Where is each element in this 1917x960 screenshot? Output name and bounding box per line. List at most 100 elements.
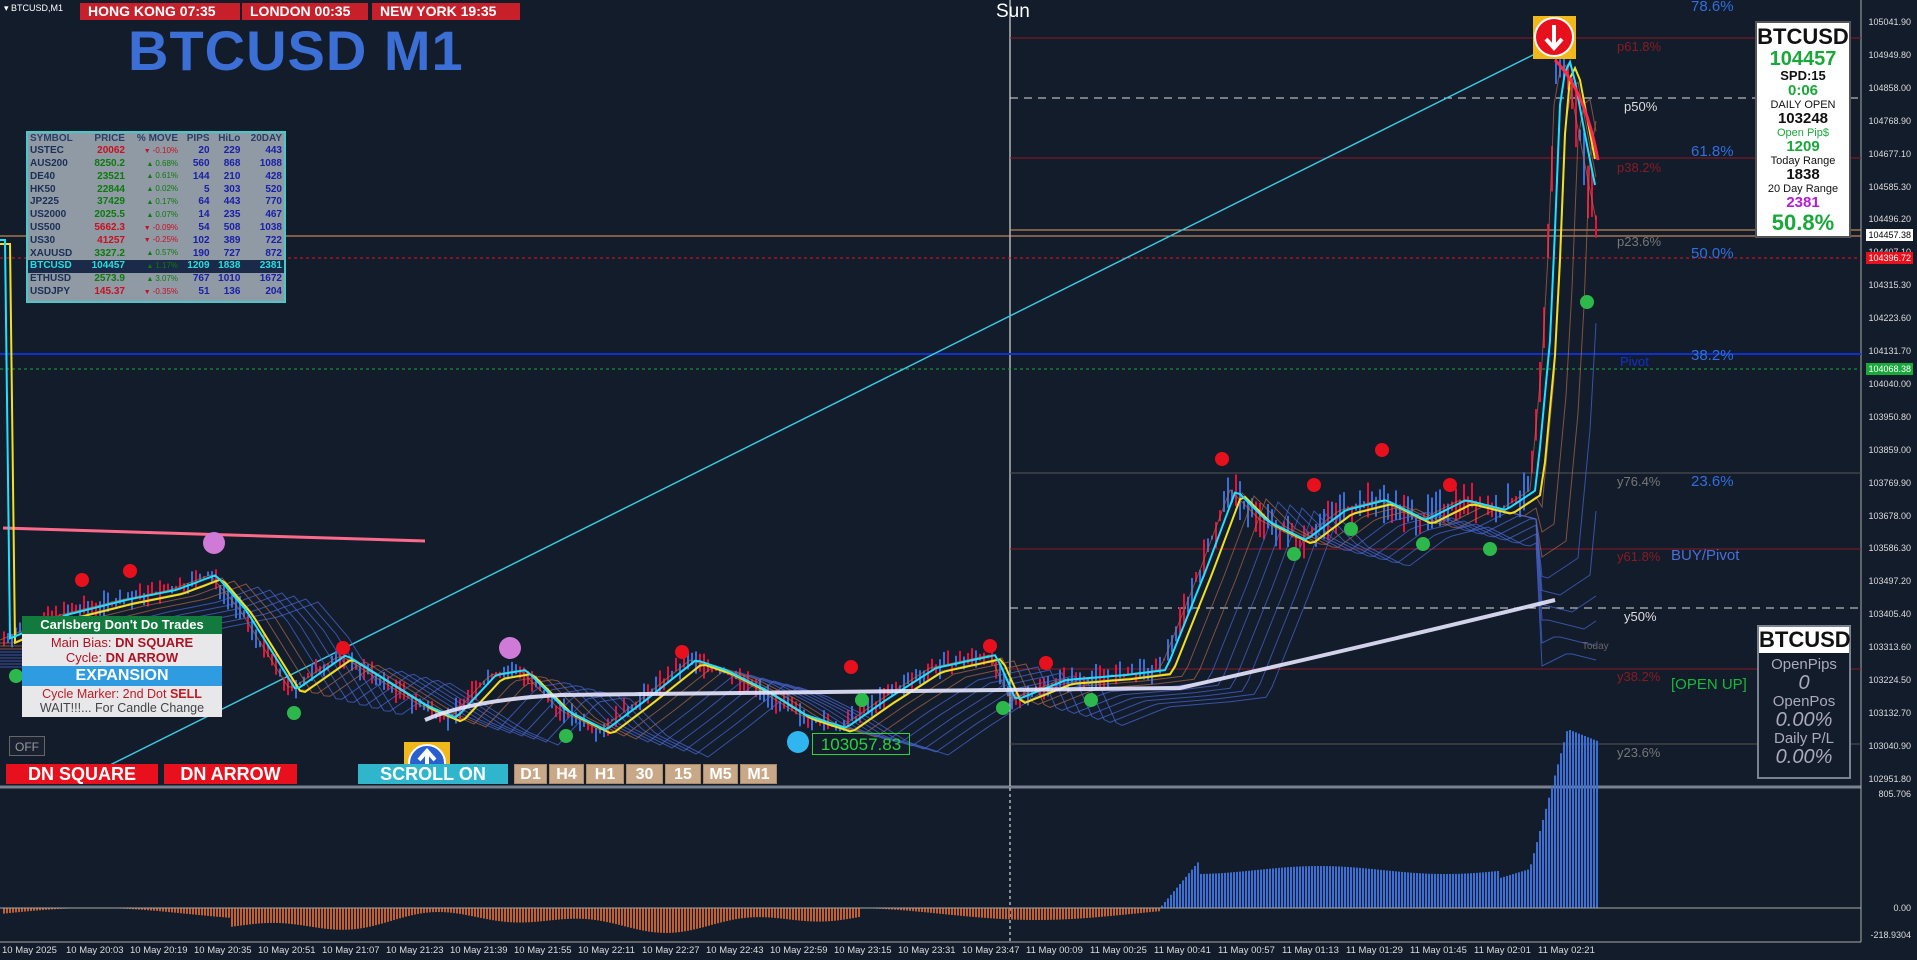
carlsberg-panel: Carlsberg Don't Do Trades Main Bias: DN … bbox=[22, 616, 222, 717]
market-cell-price: 23521 bbox=[97, 170, 125, 182]
fib-236-label: 23.6% bbox=[1691, 473, 1734, 490]
market-cell-move: ▼ -0.35% bbox=[127, 286, 180, 299]
buy-dot bbox=[996, 701, 1010, 715]
market-cell-move: ▲ 0.57% bbox=[127, 247, 180, 260]
market-row[interactable]: ETHUSD 2573.9 ▲ 3.07% 767 1010 1672 bbox=[28, 273, 284, 286]
market-cell-hilo: 508 bbox=[223, 222, 241, 234]
market-cell-symbol: US30 bbox=[30, 234, 56, 246]
ma-ribbon-line bbox=[0, 513, 1597, 755]
x-axis-label: 10 May 22:11 bbox=[578, 945, 635, 956]
daily-open-value: 103248 bbox=[1777, 110, 1829, 127]
buy-dot bbox=[1344, 522, 1358, 536]
open-pips-value-2: 0 bbox=[1798, 672, 1810, 694]
p236-label: p23.6% bbox=[1617, 234, 1662, 249]
x-axis-label: 10 May 23:47 bbox=[962, 945, 1020, 956]
market-cell-hilo: 389 bbox=[223, 234, 241, 246]
x-axis-label: 10 May 20:51 bbox=[258, 945, 316, 956]
y236-label: y23.6% bbox=[1617, 745, 1661, 760]
timeframe-button-m5[interactable]: M5 bbox=[703, 764, 738, 784]
daily-pl-value: 0.00% bbox=[1775, 746, 1833, 768]
x-axis-label: 11 May 00:25 bbox=[1090, 945, 1147, 956]
market-row[interactable]: USTEC 20062 ▼ -0.10% 20 229 443 bbox=[28, 145, 284, 158]
market-cell-price: 2025.5 bbox=[94, 209, 125, 221]
timeframe-button-m1[interactable]: M1 bbox=[740, 764, 777, 784]
market-cell-price: 145.37 bbox=[94, 286, 125, 298]
timeframe-button-h4[interactable]: H4 bbox=[549, 764, 584, 784]
y-axis-label: 103040.90 bbox=[1868, 740, 1911, 751]
market-row[interactable]: HK50 22844 ▲ 0.02% 5 303 520 bbox=[28, 183, 284, 196]
x-axis-label: 10 May 22:43 bbox=[706, 945, 764, 956]
market-cell-d20: 1038 bbox=[259, 222, 282, 234]
osc-axis-top: 805.706 bbox=[1878, 789, 1911, 799]
timeframe-button-h1[interactable]: H1 bbox=[586, 764, 624, 784]
market-cell-d20: 1088 bbox=[259, 158, 282, 170]
scroll-on-button[interactable]: SCROLL ON bbox=[358, 764, 508, 784]
market-cell-price: 3327.2 bbox=[94, 247, 125, 259]
market-cell-symbol: USTEC bbox=[30, 145, 64, 157]
market-cell-price: 104457 bbox=[83, 259, 127, 273]
market-cell-pips: 14 bbox=[198, 209, 210, 221]
x-axis-label: 10 May 20:19 bbox=[130, 945, 188, 956]
sell-dot bbox=[983, 639, 997, 653]
market-row[interactable]: USDJPY 145.37 ▼ -0.35% 51 136 204 bbox=[28, 286, 284, 299]
dn-arrow-button[interactable]: DN ARROW bbox=[164, 764, 297, 784]
market-cell-hilo: 868 bbox=[223, 158, 241, 170]
market-row[interactable]: US500 5662.3 ▼ -0.09% 54 508 1038 bbox=[28, 222, 284, 235]
p50-label: p50% bbox=[1624, 99, 1658, 114]
y382-label: y38.2% bbox=[1617, 669, 1661, 684]
y-axis-label: 105041.90 bbox=[1868, 17, 1911, 27]
marker-label: Cycle Marker: 2nd Dot bbox=[42, 687, 167, 701]
carlsberg-header: Carlsberg Don't Do Trades bbox=[22, 616, 222, 634]
y-axis-label: 103405.40 bbox=[1868, 609, 1911, 620]
clock-new-york: NEW YORK 19:35 bbox=[372, 3, 520, 20]
market-col-header: % MOVE bbox=[136, 133, 179, 144]
price-marker-dot bbox=[787, 731, 809, 753]
expansion-banner: EXPANSION bbox=[22, 666, 222, 686]
chart-title: BTCUSD M1 bbox=[128, 19, 464, 82]
market-cell-hilo: 1010 bbox=[218, 273, 241, 285]
market-cell-move: ▲ 0.02% bbox=[127, 183, 180, 196]
buy-dot bbox=[1287, 547, 1301, 561]
info-spread: SPD:15 bbox=[1780, 68, 1826, 83]
timeframe-button-15[interactable]: 15 bbox=[665, 764, 701, 784]
market-cell-pips: 102 bbox=[192, 234, 210, 246]
today-label: Today bbox=[1582, 641, 1609, 652]
market-cell-price: 41257 bbox=[97, 234, 125, 246]
x-axis-label: 10 May 21:07 bbox=[322, 945, 380, 956]
market-row[interactable]: BTCUSD 104457 ▲ 1.17% 1209 1838 2381 bbox=[28, 259, 284, 273]
x-axis-label: 11 May 01:45 bbox=[1410, 945, 1467, 956]
sell-dot bbox=[1307, 478, 1321, 492]
y-axis-label: 103859.00 bbox=[1868, 444, 1911, 455]
day20-range-value: 2381 bbox=[1786, 194, 1820, 211]
y764-label: y76.4% bbox=[1617, 474, 1661, 489]
market-row[interactable]: US2000 2025.5 ▲ 0.07% 14 235 467 bbox=[28, 209, 284, 222]
market-row[interactable]: JP225 37429 ▲ 0.17% 64 443 770 bbox=[28, 196, 284, 209]
pivot-label: Pivot bbox=[1620, 354, 1649, 369]
y-axis-label: 104131.70 bbox=[1868, 346, 1911, 356]
y-axis-label: 104949.80 bbox=[1868, 49, 1911, 60]
timeframe-button-30[interactable]: 30 bbox=[626, 764, 663, 784]
market-cell-pips: 64 bbox=[198, 196, 210, 208]
move-value: 0.61% bbox=[155, 171, 179, 181]
carlsberg-bias: Main Bias: DN SQUARE Cycle: DN ARROW bbox=[22, 634, 222, 666]
market-cell-d20: 1672 bbox=[259, 273, 282, 285]
osc-axis-zero: 0.00 bbox=[1893, 903, 1911, 913]
open-pos-value: 0.00% bbox=[1775, 709, 1833, 731]
move-value: 0.02% bbox=[155, 184, 179, 194]
y-axis-label: 103313.60 bbox=[1868, 642, 1911, 653]
market-row[interactable]: US30 41257 ▼ -0.25% 102 389 722 bbox=[28, 234, 284, 247]
market-cell-pips: 5 bbox=[203, 183, 210, 195]
market-cell-pips: 767 bbox=[192, 273, 210, 285]
arrow-up-icon: ▲ bbox=[146, 173, 156, 181]
timeframe-button-d1[interactable]: D1 bbox=[514, 764, 547, 784]
dn-square-button[interactable]: DN SQUARE bbox=[6, 764, 158, 784]
y-axis-label: 103769.90 bbox=[1868, 477, 1911, 488]
market-row[interactable]: DE40 23521 ▲ 0.61% 144 210 428 bbox=[28, 170, 284, 183]
market-row[interactable]: AUS200 8250.2 ▲ 0.68% 560 868 1088 bbox=[28, 158, 284, 171]
off-button[interactable]: OFF bbox=[9, 736, 45, 756]
red-price-tag: 104396.72 bbox=[1866, 252, 1913, 264]
market-row[interactable]: XAUUSD 3327.2 ▲ 0.57% 190 727 872 bbox=[28, 247, 284, 260]
market-cell-hilo: 727 bbox=[223, 247, 241, 259]
fib-786-label: 78.6% bbox=[1691, 0, 1734, 15]
